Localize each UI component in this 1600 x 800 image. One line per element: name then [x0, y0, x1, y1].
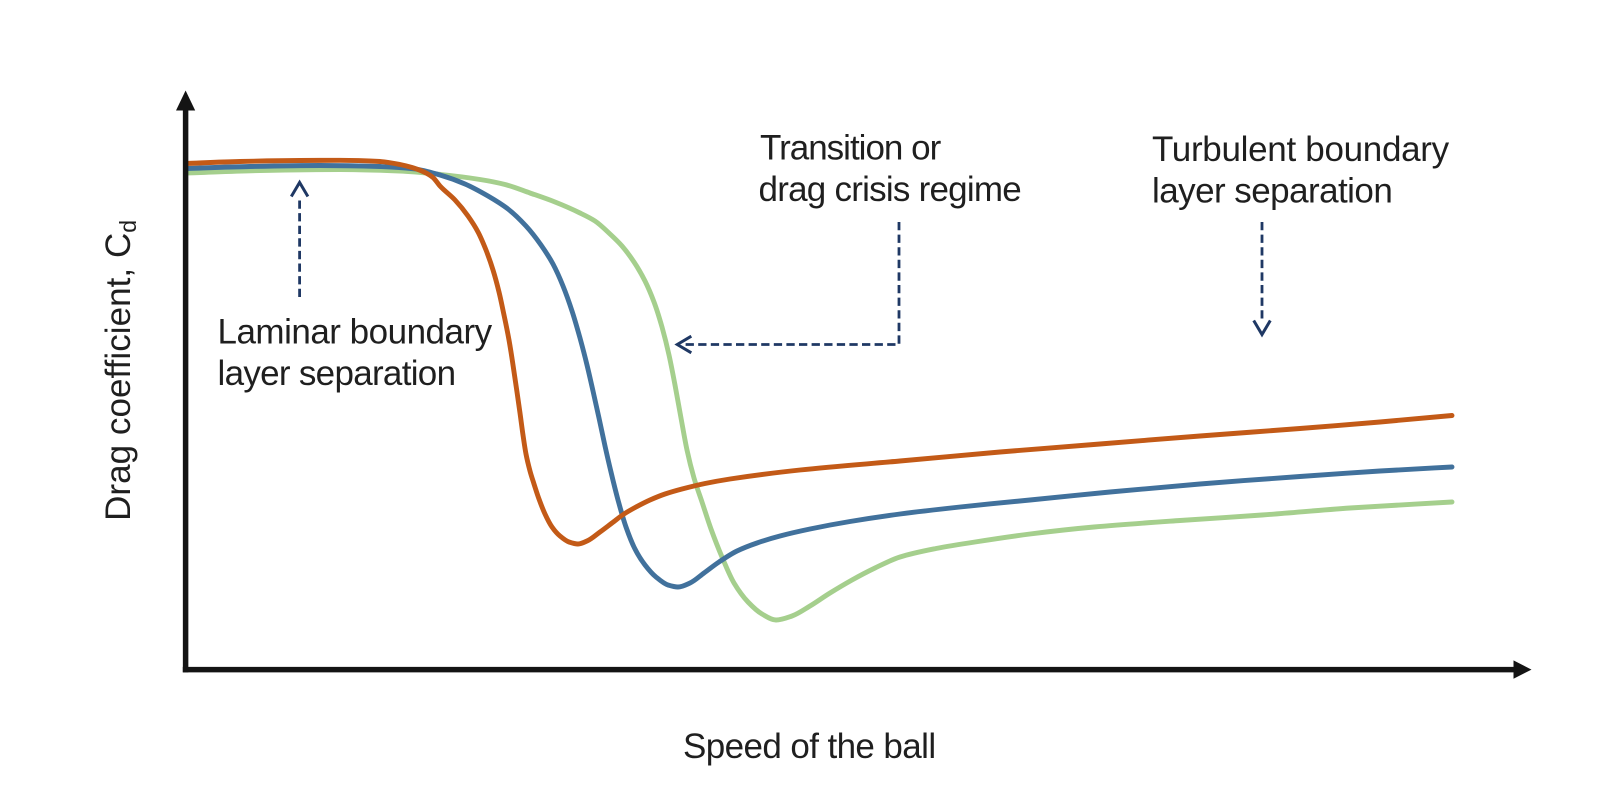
svg-text:drag crisis regime: drag crisis regime — [759, 170, 1022, 209]
svg-text:Transition or: Transition or — [760, 129, 942, 168]
svg-text:Drag coefficient, Cd: Drag coefficient, Cd — [99, 220, 141, 521]
svg-text:Speed of the ball: Speed of the ball — [683, 727, 936, 766]
svg-text:Turbulent boundary: Turbulent boundary — [1152, 130, 1450, 169]
svg-text:layer separation: layer separation — [1152, 172, 1392, 211]
svg-text:layer separation: layer separation — [218, 354, 456, 393]
svg-text:Laminar boundary: Laminar boundary — [218, 313, 493, 352]
